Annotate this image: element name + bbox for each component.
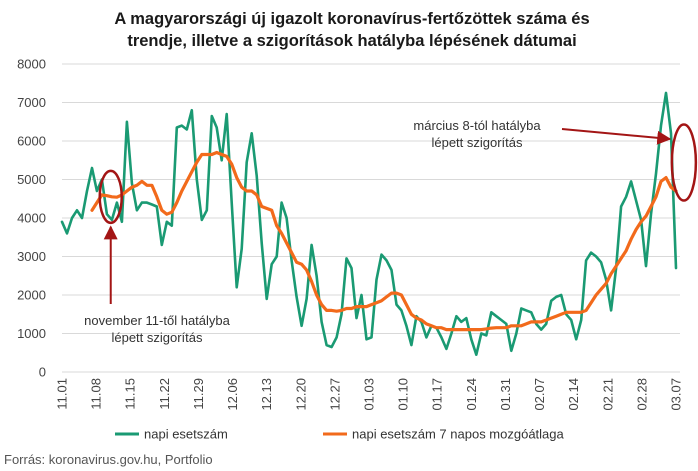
- x-tick-label: 02.07: [532, 378, 547, 411]
- y-tick-label: 7000: [17, 95, 46, 110]
- y-tick-label: 0: [39, 365, 46, 380]
- x-tick-label: 03.07: [669, 378, 684, 411]
- x-axis-labels: 11.01 11.08 11.15 11.22 11.29 12.06 12.13 12.20…: [55, 378, 684, 411]
- legend: napi esetszám napi esetszám 7 napos mozg…: [115, 427, 565, 442]
- annotation-text-november: lépett szigorítás: [111, 330, 203, 345]
- x-tick-label: 12.20: [293, 378, 308, 411]
- chart-title-line-2: trendje, illetve a szigorítások hatályba…: [127, 32, 576, 50]
- y-tick-label: 2000: [17, 288, 46, 303]
- annotation-arrow-march: [561, 128, 672, 145]
- annotation-text-march: március 8-tól hatályba: [413, 118, 541, 133]
- x-tick-label: 01.17: [430, 378, 445, 411]
- annotation-text-march: lépett szigorítás: [431, 135, 523, 150]
- x-tick-label: 01.03: [362, 378, 377, 411]
- x-tick-label: 01.24: [464, 378, 479, 411]
- x-tick-label: 02.28: [634, 378, 649, 411]
- annotation-text-november: november 11-től hatályba: [84, 313, 231, 328]
- annotation-ellipse-march: [670, 123, 698, 202]
- x-tick-label: 01.10: [396, 378, 411, 411]
- x-tick-label: 11.29: [191, 378, 206, 410]
- y-tick-label: 6000: [17, 134, 46, 149]
- y-tick-label: 3000: [17, 249, 46, 264]
- series-line-daily: [60, 91, 678, 356]
- legend-label-average: napi esetszám 7 napos mozgóátlaga: [352, 427, 565, 442]
- y-axis-labels: 0 1000 2000 3000 4000 5000 6000 7000 8000: [17, 57, 46, 380]
- x-tick-label: 11.15: [123, 378, 138, 410]
- x-tick-label: 11.22: [157, 378, 172, 410]
- chart-title-line-1: A magyarországi új igazolt koronavírus-f…: [114, 10, 589, 28]
- x-tick-label: 11.08: [89, 378, 104, 410]
- series-line-average: [90, 150, 678, 332]
- source-note: Forrás: koronavirus.gov.hu, Portfolio: [4, 452, 213, 467]
- gridlines: [62, 63, 680, 373]
- annotation-ellipse-november: [98, 169, 123, 225]
- y-tick-label: 5000: [17, 172, 46, 187]
- annotations: november 11-től hatályba lépett szigorítá…: [84, 118, 698, 345]
- x-tick-label: 12.13: [259, 378, 274, 411]
- x-tick-label: 02.14: [566, 378, 581, 411]
- x-tick-label: 02.21: [600, 378, 615, 411]
- x-tick-label: 01.31: [498, 378, 513, 411]
- x-tick-label: 11.01: [55, 378, 70, 410]
- x-tick-label: 12.27: [327, 378, 342, 411]
- y-tick-label: 8000: [17, 57, 46, 72]
- series-lines: [60, 91, 678, 356]
- legend-label-daily: napi esetszám: [144, 427, 228, 442]
- y-tick-label: 4000: [17, 211, 46, 226]
- y-tick-label: 1000: [17, 326, 46, 341]
- x-tick-label: 12.06: [225, 378, 240, 411]
